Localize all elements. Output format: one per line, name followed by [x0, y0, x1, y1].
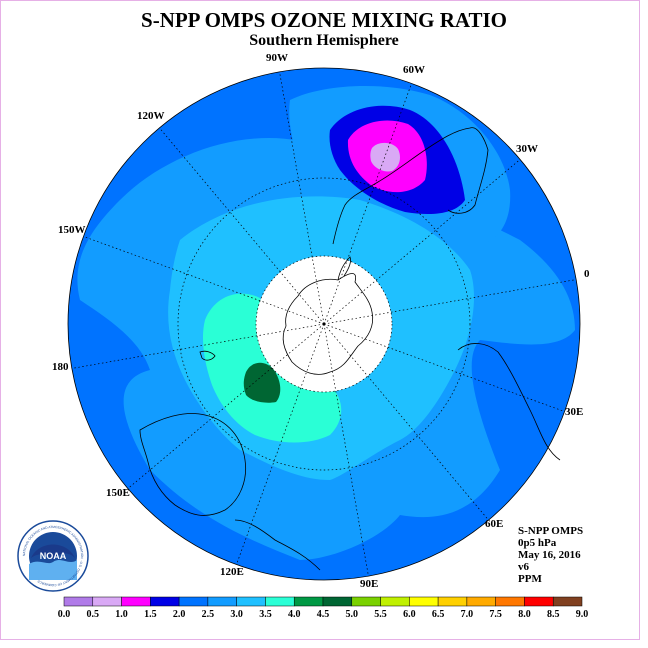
meridian-line-inner [256, 323, 325, 337]
meridian-line-inner [323, 323, 337, 392]
colorbar-swatch [409, 596, 439, 607]
meridian-line-inner [323, 280, 377, 325]
antarctic-peninsula [337, 256, 351, 281]
colorbar-swatch [207, 596, 237, 607]
meridian-line-inner [323, 323, 368, 377]
map-subtitle: Southern Hemisphere [249, 32, 399, 49]
australia-coast [139, 413, 247, 516]
info-block: S-NPP OMPS 0p5 hPa May 16, 2016 v6 PPM [518, 525, 583, 585]
colorbar-swatch [437, 596, 468, 607]
info-date: May 16, 2016 [518, 549, 581, 561]
map-disk-outline [67, 67, 581, 581]
colorbar-swatch [322, 596, 353, 607]
meridian-line [159, 127, 281, 273]
meridian-line [346, 83, 412, 261]
south-america-coast [332, 127, 489, 245]
lon-label-150w: 150W [58, 224, 86, 236]
meridian-line [375, 159, 521, 281]
lon-label-60e: 60E [485, 518, 504, 530]
colorbar-swatch [351, 596, 381, 607]
info-units: PPM [518, 573, 542, 585]
field-level-4-5 [243, 362, 281, 403]
meridian-line-inner [311, 256, 325, 325]
meridian-line [279, 71, 313, 258]
info-pressure: 0p5 hPa [518, 537, 557, 549]
lon-label-120w: 120W [137, 110, 165, 122]
meridian-line [71, 335, 258, 369]
frame-border [0, 0, 640, 640]
meridian-line [236, 387, 302, 565]
colorbar-swatch [524, 596, 554, 607]
colorbar-swatch [92, 596, 122, 607]
colorbar-swatch [150, 596, 180, 607]
africa-coast [457, 343, 561, 461]
meridian-line-inner [280, 271, 325, 325]
colorbar-swatch [293, 596, 324, 607]
coastlines [139, 127, 561, 571]
lon-label-180: 180 [52, 361, 69, 373]
lon-label-90e: 90E [360, 578, 379, 590]
lon-label-120e: 120E [220, 566, 244, 578]
info-version: v6 [518, 561, 529, 573]
lon-label-30e: 30E [565, 406, 584, 418]
colorbar-swatch [495, 596, 525, 607]
se-asia-islands [234, 519, 321, 571]
meridian-line-inner [323, 259, 348, 325]
meridian-line-inner [300, 323, 325, 389]
colorbar-swatch [552, 596, 583, 607]
colorbar-swatch [380, 596, 410, 607]
info-instrument: S-NPP OMPS [518, 525, 584, 537]
meridian-line [387, 346, 565, 412]
colorbar-swatch [121, 596, 151, 607]
noaa-logo: NOAA NATIONAL OCEANIC AND ATMOSPHERIC AD… [17, 520, 89, 592]
colorbar-swatch [178, 596, 209, 607]
meridian-line [390, 279, 577, 313]
map-title: S-NPP OMPS OZONE MIXING RATIO [141, 8, 507, 32]
meridian-line [127, 367, 273, 489]
lon-label-90w: 90W [266, 52, 288, 64]
colorbar-swatch [236, 596, 266, 607]
noaa-logo-text: NOAA [40, 551, 67, 561]
graticule [71, 71, 577, 577]
colorbar-swatch [63, 596, 94, 607]
lon-label-30w: 30W [516, 143, 538, 155]
meridian-line [335, 390, 369, 577]
meridian-line [83, 236, 261, 302]
field-level-0-5 [370, 142, 400, 172]
meridian-line-inner [323, 311, 392, 325]
lon-label-0: 0 [584, 268, 590, 280]
meridian-line [367, 375, 489, 521]
colorbar-swatch [265, 596, 295, 607]
antarctica-coast [282, 273, 374, 375]
meridian-line-inner [323, 323, 389, 348]
lon-label-150e: 150E [106, 487, 130, 499]
meridian-line-inner [259, 300, 325, 325]
colorbar [63, 596, 583, 607]
lon-label-60w: 60W [403, 64, 425, 76]
new-zealand-coast [199, 350, 216, 361]
south-pole-marker [322, 322, 326, 326]
colorbar-swatch [466, 596, 496, 607]
meridian-line-inner [271, 323, 325, 368]
